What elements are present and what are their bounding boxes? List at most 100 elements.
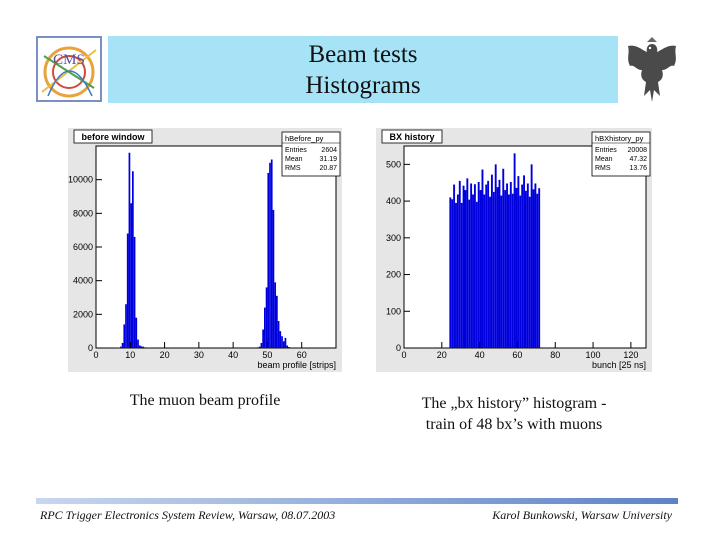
histogram-bar — [130, 203, 132, 348]
histogram-bar — [277, 321, 280, 348]
stats-value: 31.19 — [319, 156, 337, 163]
histogram-title-box — [381, 129, 443, 144]
x-tick-label: 20 — [160, 350, 170, 360]
histogram-bx-history-svg: 0 20 40 60 80 100 120 0 100 200 300 400 500 bunch [25… — [376, 128, 652, 372]
x-axis-label: beam profile [strips] — [257, 360, 336, 370]
x-tick-label: 0 — [401, 350, 406, 360]
slide-title-box: Beam tests Histograms — [108, 36, 618, 103]
histogram-bar — [509, 181, 512, 348]
histogram-bar — [492, 191, 495, 348]
histogram-bar — [286, 345, 288, 348]
histogram-bar — [502, 168, 505, 348]
histogram-bar — [126, 233, 129, 348]
histogram-bar — [265, 287, 268, 348]
histogram-bar — [464, 190, 467, 348]
histogram-bar — [281, 336, 283, 348]
histogram-bar — [472, 194, 474, 348]
x-tick-label: 80 — [550, 350, 560, 360]
x-tick-label: 120 — [623, 350, 638, 360]
stats-label: Entries — [285, 147, 307, 154]
x-tick-label: 20 — [437, 350, 447, 360]
caption-bx-history-line2: train of 48 bx’s with muons — [425, 416, 603, 433]
histogram-bar — [490, 174, 493, 348]
histogram-bar — [288, 346, 290, 348]
histogram-bar — [470, 183, 473, 348]
histogram-bar — [138, 345, 141, 348]
histogram-bar — [137, 339, 139, 348]
histogram-bar — [262, 329, 264, 348]
stats-label: Mean — [595, 156, 613, 163]
histogram-bar — [523, 175, 525, 348]
stats-box — [281, 131, 341, 177]
histogram-bar — [519, 195, 522, 348]
histogram-bar — [267, 172, 270, 348]
histogram-bar — [121, 342, 124, 348]
histogram-bar — [536, 193, 539, 348]
histogram-bar — [257, 347, 259, 348]
histogram-bar — [481, 169, 484, 348]
histogram-bar — [466, 178, 469, 348]
x-tick-label: 40 — [228, 350, 238, 360]
x-tick-label: 60 — [512, 350, 522, 360]
histogram-beam-profile: 0 10 20 30 40 50 60 0 2000 4000 6000 8000 10000 beam … — [68, 128, 342, 372]
histogram-bar — [142, 346, 144, 348]
histogram-bar — [264, 307, 266, 348]
histogram-bar — [276, 295, 278, 348]
y-tick-label: 10000 — [68, 175, 93, 185]
histogram-bar — [120, 346, 122, 348]
histogram-bar — [473, 184, 476, 348]
caption-bx-history: The „bx history” histogram - train of 48… — [376, 393, 652, 435]
caption-bx-history-line1: The „bx history” histogram - — [421, 395, 607, 412]
x-tick-label: 100 — [586, 350, 601, 360]
histogram-bar — [494, 164, 497, 348]
cms-logo-text: CMS — [53, 52, 85, 68]
histogram-bar — [125, 304, 127, 348]
histogram-bar — [455, 202, 457, 348]
histogram-bar — [460, 202, 463, 348]
stats-label: RMS — [285, 165, 301, 172]
x-tick-label: 40 — [475, 350, 485, 360]
histogram-bar — [449, 197, 452, 348]
histogram-bar — [517, 176, 520, 348]
university-eagle-logo — [622, 36, 682, 106]
histogram-bar — [504, 190, 507, 348]
histogram-bar — [270, 159, 273, 348]
slide-title-line2: Histograms — [305, 72, 421, 99]
y-tick-label: 500 — [386, 159, 401, 169]
stats-label: RMS — [595, 165, 611, 172]
histogram-bar — [118, 347, 120, 348]
histogram-bar — [487, 180, 490, 348]
histogram-beam-profile-svg: 0 10 20 30 40 50 60 0 2000 4000 6000 8000 10000 beam … — [68, 128, 342, 372]
histogram-bar — [279, 331, 282, 348]
histogram-bar — [479, 190, 482, 348]
histogram-title: before window — [82, 132, 146, 142]
x-axis-label: bunch [25 ns] — [592, 360, 646, 370]
histogram-bar — [496, 187, 499, 348]
histogram-bar — [258, 346, 261, 348]
stats-box — [591, 131, 651, 177]
histogram-bar — [506, 183, 508, 348]
histogram-bar — [453, 184, 456, 348]
histogram-bar — [132, 171, 134, 348]
histogram-bar — [128, 152, 131, 348]
histogram-bar — [272, 209, 275, 348]
y-tick-label: 0 — [88, 343, 93, 353]
stats-value: 2604 — [321, 147, 337, 154]
plot-area — [95, 145, 337, 349]
x-tick-label: 30 — [194, 350, 204, 360]
histogram-bar — [269, 162, 271, 348]
stats-value: 13.76 — [629, 165, 647, 172]
histogram-bar — [525, 190, 527, 348]
caption-beam-profile: The muon beam profile — [80, 390, 330, 411]
y-tick-label: 300 — [386, 233, 401, 243]
x-tick-label: 10 — [125, 350, 135, 360]
y-tick-label: 100 — [386, 306, 401, 316]
histogram-bar — [475, 201, 478, 348]
y-tick-label: 200 — [386, 270, 401, 280]
caption-beam-profile-text: The muon beam profile — [129, 392, 281, 409]
y-tick-label: 8000 — [73, 208, 93, 218]
stats-title: hBefore_py — [285, 134, 324, 143]
footer-left-text: RPC Trigger Electronics System Review, W… — [40, 508, 336, 522]
histogram-bar — [462, 185, 465, 348]
stats-label: Mean — [285, 156, 303, 163]
